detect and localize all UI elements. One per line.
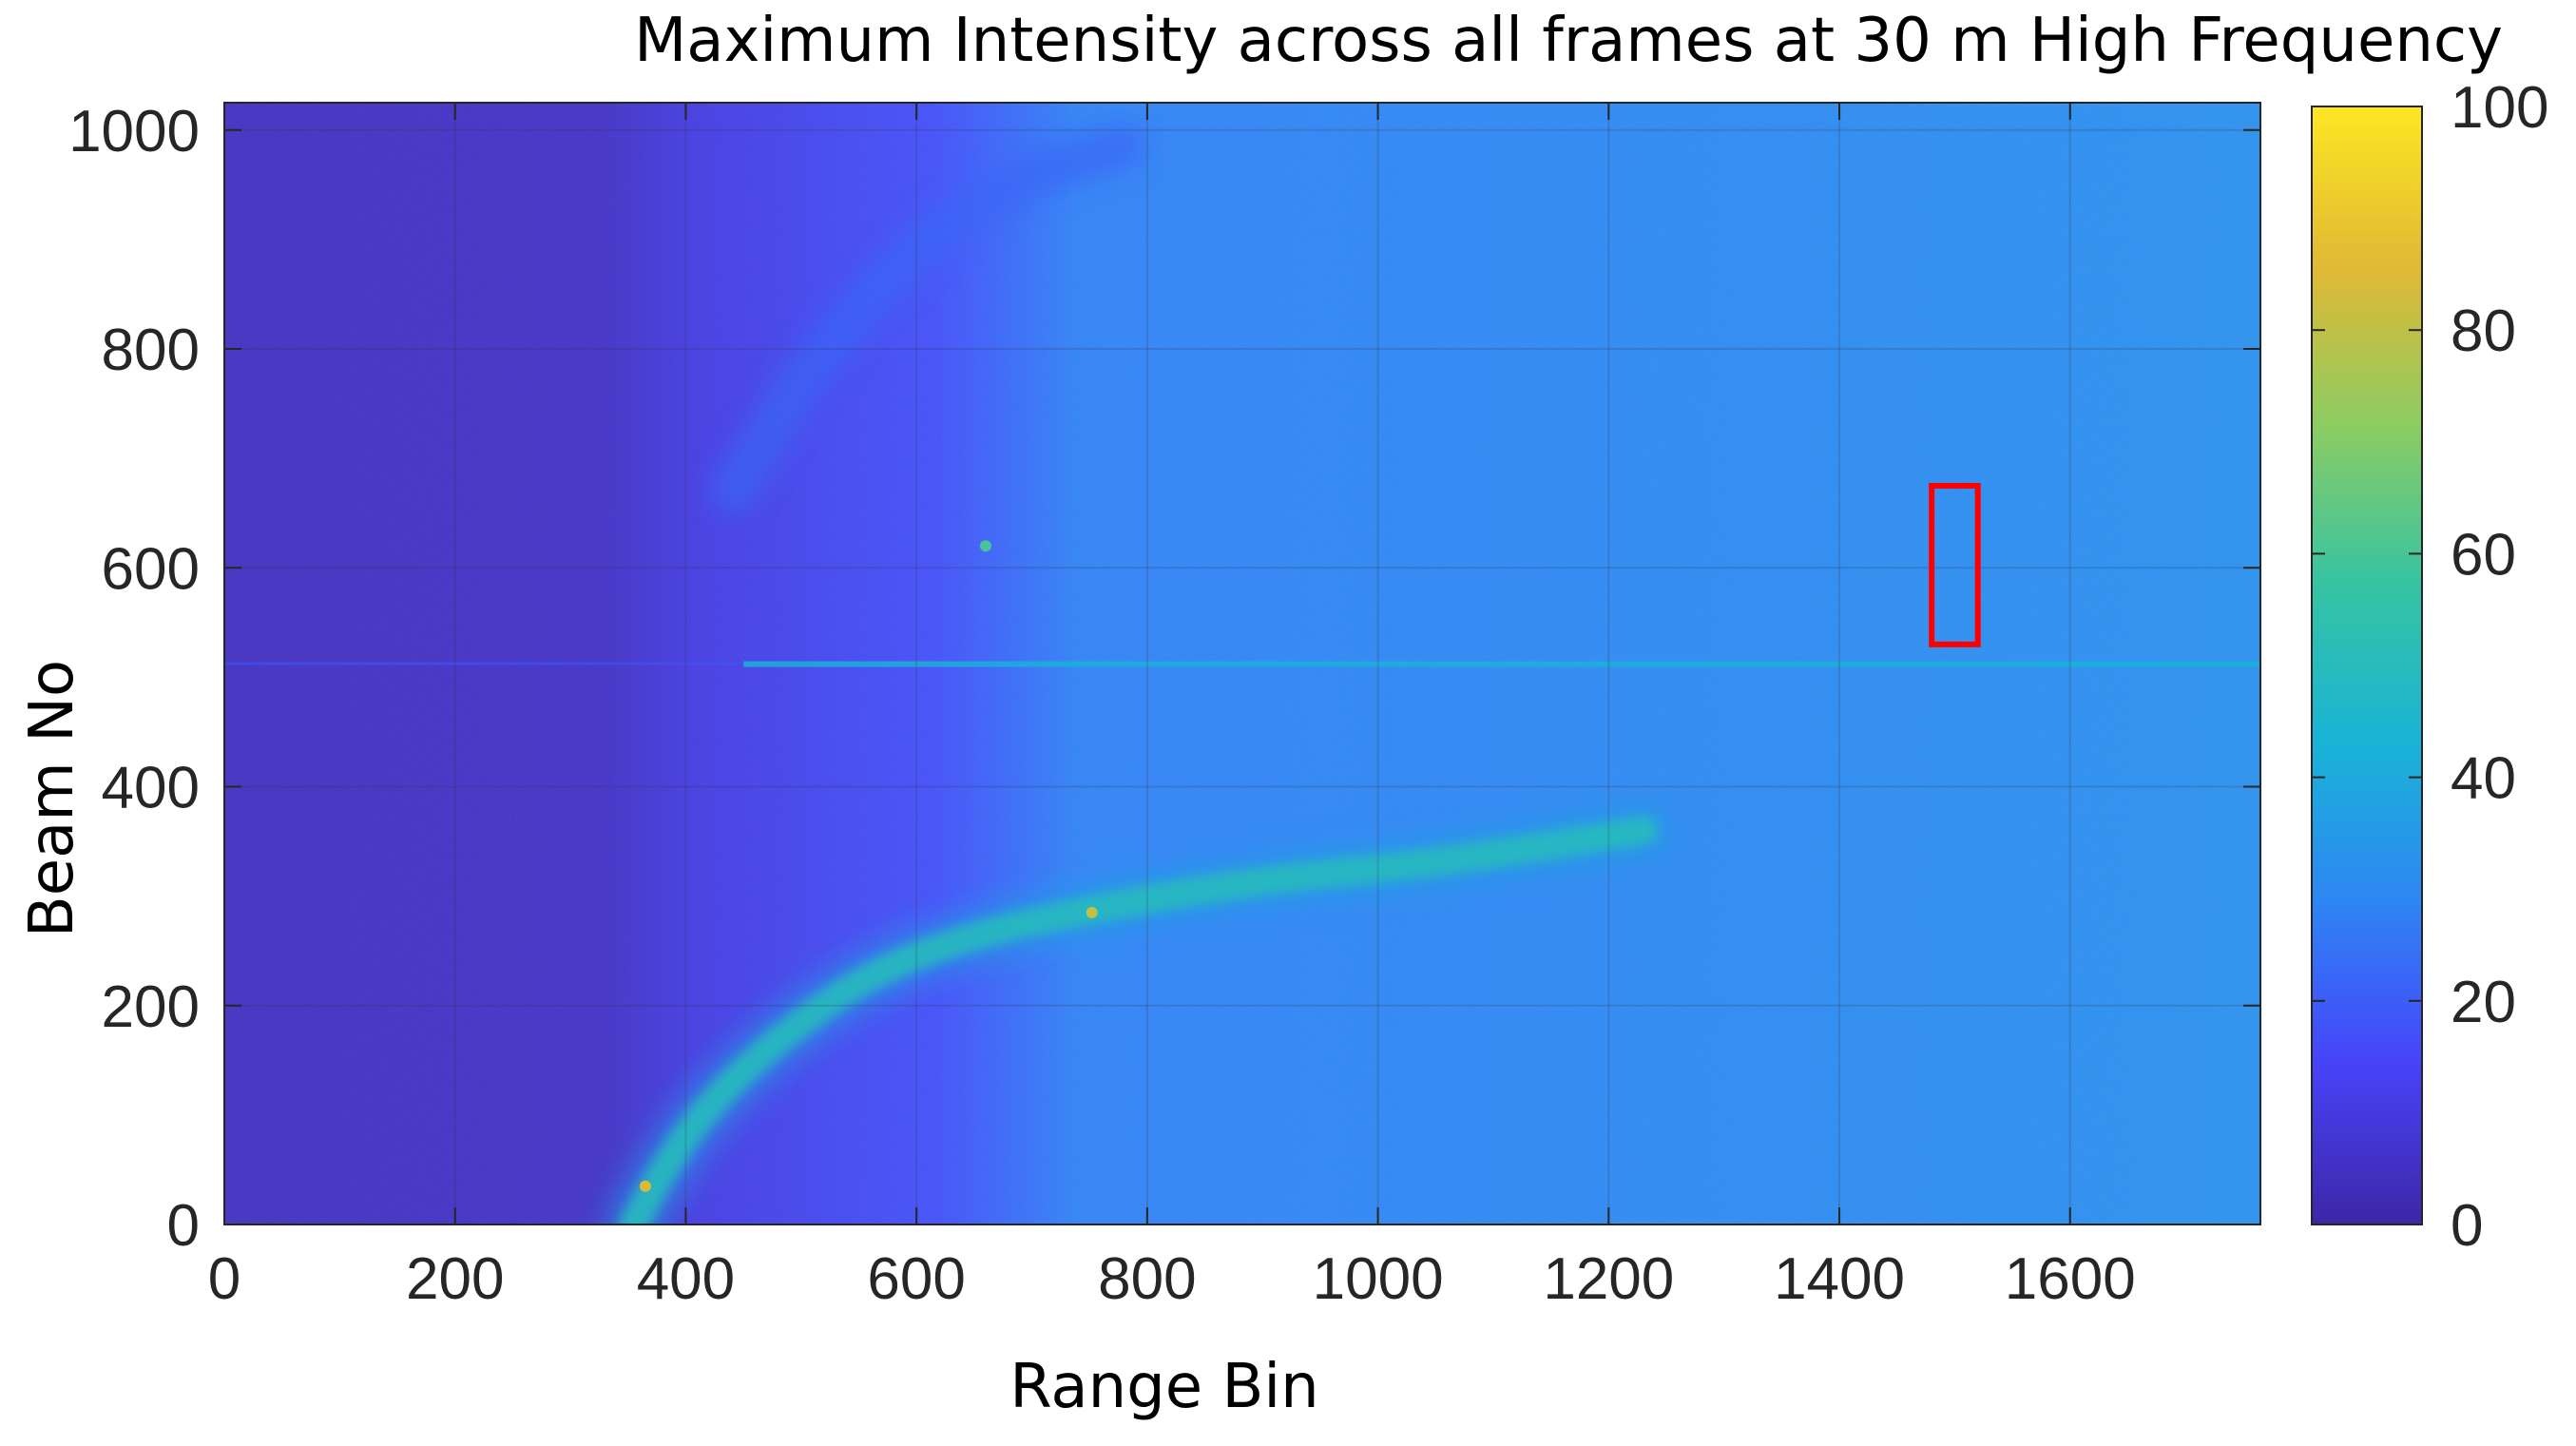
chart-title: Maximum Intensity across all frames at 3… bbox=[634, 6, 2503, 76]
x-axis-ticks: 0 200 400 600 800 1000 1200 1400 1600 bbox=[208, 103, 2136, 1312]
hotspot-3 bbox=[979, 540, 991, 552]
colorbar-scale bbox=[2311, 106, 2423, 1225]
colorbar-tick-label: 80 bbox=[2451, 299, 2516, 364]
colorbar-tick-label: 100 bbox=[2451, 75, 2548, 141]
colorbar-tick-label: 40 bbox=[2451, 746, 2516, 812]
y-axis-label: Beam No bbox=[17, 660, 87, 937]
x-tick-label: 1600 bbox=[2005, 1246, 2136, 1312]
x-tick-label: 1000 bbox=[1313, 1246, 1444, 1312]
plot-area bbox=[224, 103, 2260, 1224]
colorbar-tick-label: 0 bbox=[2451, 1193, 2483, 1259]
upper-arc-feature bbox=[710, 125, 1146, 513]
y-tick-label: 600 bbox=[102, 536, 200, 602]
horizontal-beam-line-faint bbox=[224, 662, 744, 665]
colorbar: 0 20 40 60 80 100 bbox=[2311, 75, 2548, 1259]
x-tick-label: 600 bbox=[867, 1246, 965, 1312]
x-tick-label: 400 bbox=[637, 1246, 735, 1312]
annotation-layer bbox=[1929, 482, 1981, 647]
heatmap-features bbox=[224, 125, 2260, 1224]
grid-lines bbox=[224, 103, 2260, 1224]
curved-band-feature bbox=[619, 816, 1658, 1224]
x-tick-label: 0 bbox=[208, 1246, 240, 1312]
y-tick-label: 400 bbox=[102, 756, 200, 821]
x-tick-label: 1400 bbox=[1774, 1246, 1905, 1312]
colorbar-tick-label: 20 bbox=[2451, 970, 2516, 1035]
y-tick-label: 1000 bbox=[68, 99, 200, 164]
y-axis-ticks: 0 200 400 600 800 1000 bbox=[68, 99, 2260, 1259]
colorbar-ticks: 0 20 40 60 80 100 bbox=[2312, 75, 2548, 1259]
plot-frame bbox=[223, 102, 2261, 1225]
hotspot-2 bbox=[1086, 906, 1098, 918]
x-tick-label: 800 bbox=[1098, 1246, 1196, 1312]
y-tick-label: 200 bbox=[102, 974, 200, 1040]
x-tick-label: 1200 bbox=[1543, 1246, 1674, 1312]
horizontal-beam-line bbox=[743, 661, 2260, 667]
y-tick-label: 800 bbox=[102, 318, 200, 383]
hotspot-1 bbox=[639, 1180, 651, 1192]
annotation-box bbox=[1929, 482, 1981, 647]
x-axis-label: Range Bin bbox=[1009, 1352, 1318, 1422]
y-tick-label: 0 bbox=[167, 1193, 200, 1259]
x-tick-label: 200 bbox=[406, 1246, 504, 1312]
colorbar-tick-label: 60 bbox=[2451, 522, 2516, 588]
